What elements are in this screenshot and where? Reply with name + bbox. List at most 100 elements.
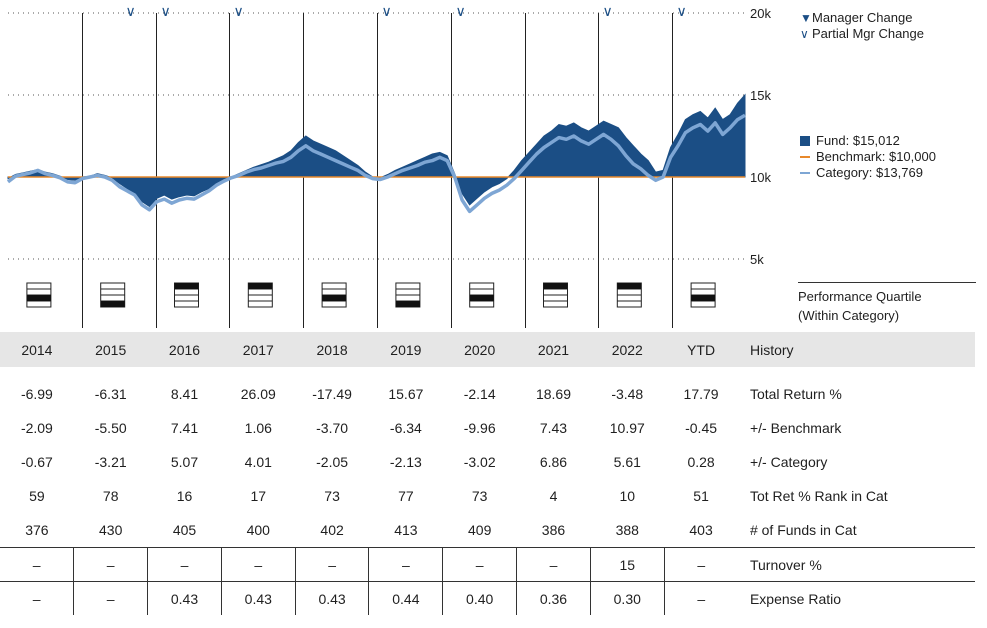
quartile-marker (100, 301, 125, 307)
table-cell: 376 (25, 522, 49, 538)
table-cell: -17.49 (312, 386, 352, 402)
table-cell: 4 (549, 488, 558, 504)
table-cell: 0.44 (368, 581, 443, 615)
partial-manager-change-icon: ∨ (234, 3, 244, 19)
quartile-marker (395, 301, 420, 307)
year-header: YTD (664, 332, 738, 367)
table-cell: 386 (541, 522, 566, 538)
table-cell: 1.06 (244, 420, 272, 436)
quartile-marker (174, 283, 199, 289)
table-cell: 0.28 (687, 454, 715, 470)
table-cell: 17 (250, 488, 267, 504)
table-cell: – (147, 547, 222, 582)
table-cell: 409 (468, 522, 492, 538)
table-cell: -2.09 (20, 420, 53, 436)
fund-swatch (800, 136, 810, 146)
quartile-marker (322, 295, 347, 301)
table-cell: – (442, 547, 517, 582)
quartile-marker (248, 283, 273, 289)
table-cell: -2.14 (463, 386, 496, 402)
table-cell: 4.01 (244, 454, 272, 470)
table-row: – –0.43 0.43 0.43 0.44 0.40 0.36 0.30– Expense R… (0, 581, 975, 615)
table-cell: -3.48 (611, 386, 644, 402)
table-cell: 0.43 (220, 581, 296, 615)
table-cell: – (73, 547, 148, 582)
table-cell: -5.50 (94, 420, 127, 436)
partial-manager-change-icon: ∨ (382, 3, 392, 19)
table-cell: 15 (589, 547, 665, 582)
table-cell: – (294, 547, 369, 582)
table-cell: 402 (320, 522, 344, 538)
table-cell: -2.05 (316, 454, 349, 470)
benchmark-swatch (800, 156, 810, 158)
table-cell: – (516, 547, 591, 582)
row-label: Total Return % (749, 386, 842, 402)
table-cell: – (0, 581, 74, 615)
legend-fund: Fund: $15,012 (800, 133, 936, 149)
table-cell: – (0, 547, 74, 582)
table-row: -2.09 -5.50 7.41 1.06 -3.70 -6.34 -9.96 7.43 10.… (0, 411, 975, 445)
table-cell: 6.86 (539, 454, 568, 470)
table-row: 376 430 405 400 402 413 409 386 388 403 # of Funds… (0, 513, 975, 548)
table-cell: -3.21 (94, 454, 127, 470)
year-header: 2021 (516, 332, 591, 367)
year-header: 2016 (147, 332, 222, 367)
table-row: 59 78 16 17 73 77 73 4 10 51 Tot Ret % Rank in Cat (0, 479, 975, 513)
table-cell: 7.43 (539, 420, 568, 436)
partial-manager-change-icon: ∨ (800, 27, 809, 41)
table-cell: -3.70 (316, 420, 349, 436)
quartile-marker (617, 283, 642, 289)
table-cell: 15.67 (388, 386, 424, 402)
fund-area (7, 93, 746, 208)
partial-manager-change-icon: ∨ (161, 3, 171, 19)
quartile-marker (691, 295, 716, 301)
table-cell: -0.45 (685, 420, 718, 436)
legend-benchmark: Benchmark: $10,000 (800, 149, 936, 165)
table-cell: 413 (394, 522, 418, 538)
table-cell: -2.13 (389, 454, 422, 470)
table-cell: – (220, 547, 296, 582)
table-row: -6.99 -6.31 8.41 26.09 -17.49 15.67 -2.14 18.69… (0, 377, 975, 411)
y-tick-label: 20k (750, 6, 771, 21)
row-label: +/- Category (749, 454, 828, 470)
table-cell: 405 (172, 522, 197, 538)
table-cell: -9.96 (463, 420, 496, 436)
manager-legend: ▼ Manager Change ∨ Partial Mgr Change (800, 10, 924, 41)
row-label: Turnover % (737, 547, 975, 582)
year-header: 2014 (0, 332, 74, 367)
row-label: Tot Ret % Rank in Cat (749, 488, 888, 504)
partial-manager-change-icon: ∨ (603, 3, 613, 19)
table-cell: 430 (99, 522, 123, 538)
table-cell: -3.02 (463, 454, 496, 470)
table-cell: 0.30 (589, 581, 665, 615)
table-cell: 5.07 (170, 454, 199, 470)
y-tick-label: 10k (750, 170, 771, 185)
table-cell: 17.79 (683, 386, 719, 402)
quartile-marker (26, 295, 51, 301)
table-cell: – (73, 581, 148, 615)
table-cell: 400 (246, 522, 270, 538)
table-cell: 10.97 (609, 420, 645, 436)
legend-category: Category: $13,769 (800, 165, 936, 181)
table-row: -0.67 -3.21 5.07 4.01 -2.05 -2.13 -3.02 6.86 5.6… (0, 445, 975, 479)
table-row: – – – – – – – –15– Turnover % (0, 547, 975, 582)
year-header: 2018 (295, 332, 369, 367)
partial-manager-change-icon: ∨ (126, 3, 136, 19)
year-header: 2022 (590, 332, 665, 367)
table-cell: 0.40 (442, 581, 517, 615)
table-cell: 77 (398, 488, 414, 504)
table-cell: 10 (619, 488, 636, 504)
category-line (6, 113, 746, 214)
table-cell: 78 (102, 488, 119, 504)
row-label: # of Funds in Cat (749, 522, 857, 538)
history-row: 2014 2015 2016 2017 2018 2019 2020 2021 2022 YTD H… (0, 332, 975, 367)
row-label: Expense Ratio (737, 581, 975, 615)
table-cell: 26.09 (240, 386, 276, 402)
year-header: 2017 (221, 332, 296, 367)
table-cell: 73 (471, 488, 488, 504)
history-label: History (737, 332, 975, 367)
table-cell: 0.36 (516, 581, 591, 615)
manager-change-icon: ▼ (800, 11, 812, 25)
year-header: 2019 (368, 332, 443, 367)
category-swatch (800, 172, 810, 174)
